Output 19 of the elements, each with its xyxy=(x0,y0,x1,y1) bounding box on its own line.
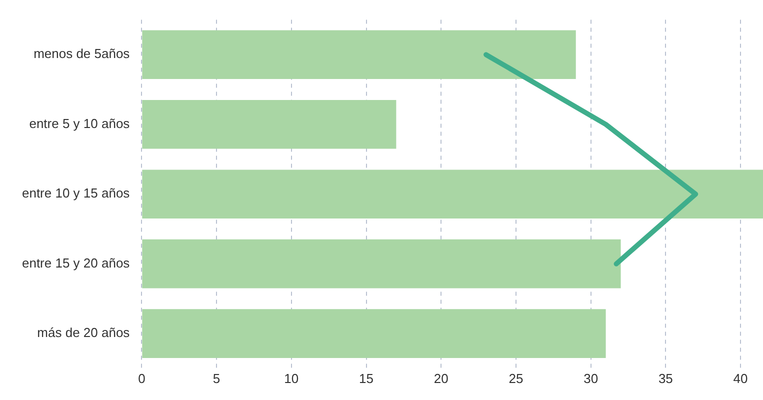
y-tick-label: menos de 5años xyxy=(34,46,130,62)
bar xyxy=(142,170,763,218)
y-tick-label: entre 15 y 20 años xyxy=(22,255,130,270)
y-tick-label: entre 10 y 15 años xyxy=(22,186,130,201)
x-tick-label: 0 xyxy=(138,370,146,386)
y-tick-label: entre 5 y 10 años xyxy=(29,116,130,131)
bar xyxy=(142,30,576,80)
x-tick-label: 5 xyxy=(212,370,220,386)
bar xyxy=(142,100,396,149)
x-tick-label: 15 xyxy=(359,370,374,386)
x-tick-label: 10 xyxy=(284,370,299,386)
bar xyxy=(142,309,606,358)
y-tick-label: más de 20 años xyxy=(37,325,130,340)
x-tick-label: 30 xyxy=(584,370,598,386)
x-tick-label: 40 xyxy=(733,370,748,386)
bar xyxy=(142,239,621,288)
x-tick-label: 35 xyxy=(658,370,673,386)
x-tick-label: 20 xyxy=(434,370,448,386)
x-tick-label: 25 xyxy=(508,370,524,386)
